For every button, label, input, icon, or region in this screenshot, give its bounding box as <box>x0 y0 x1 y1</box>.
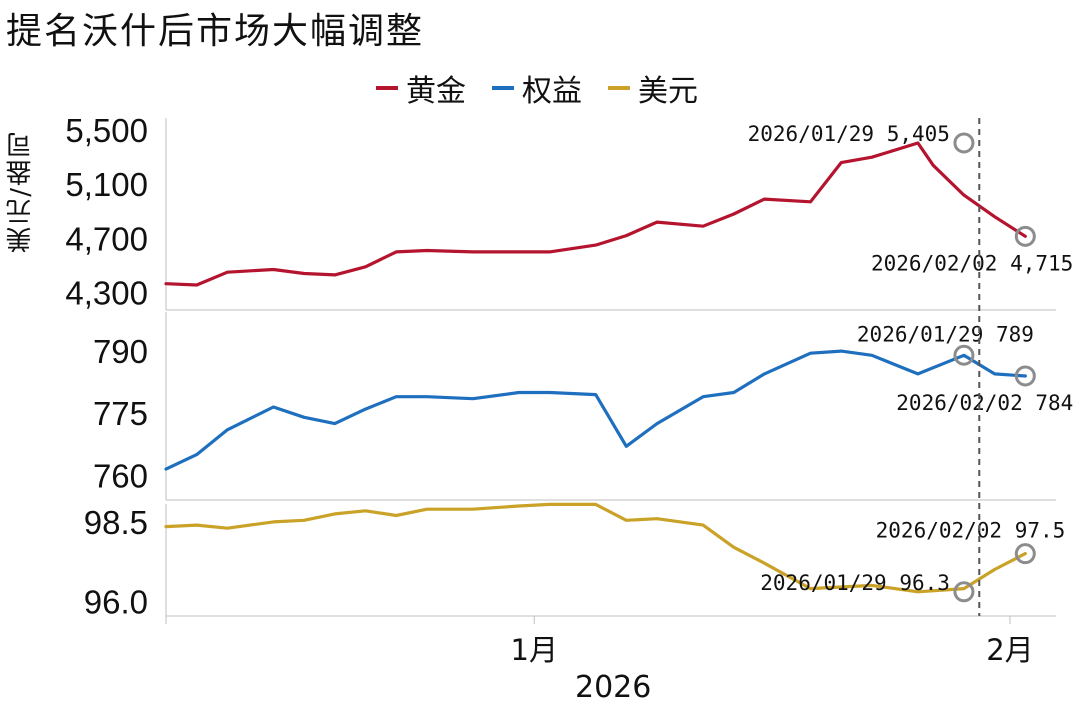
legend-item-gold: 黄金 <box>376 66 466 110</box>
panel-0-annotation-label: 2026/02/02 4,715 <box>871 251 1073 275</box>
panel-2-annotation-label: 2026/02/02 97.5 <box>876 519 1066 543</box>
legend-item-equity: 权益 <box>492 66 582 110</box>
legend-swatch-gold <box>376 86 398 90</box>
legend-label-equity: 权益 <box>522 74 582 109</box>
panel-1-annotation-marker <box>1014 365 1036 387</box>
panel-0-ytick-label: 5,500 <box>65 112 148 149</box>
panel-1-series-line <box>164 349 1027 471</box>
panel-2-annotation-label: 2026/01/29 96.3 <box>760 571 950 595</box>
panel-1-annotation-label: 2026/02/02 784 <box>896 391 1073 415</box>
chart-title: 提名沃什后市场大幅调整 <box>6 11 425 52</box>
legend-label-gold: 黄金 <box>406 74 466 109</box>
panel-0-annotation-marker <box>953 132 975 154</box>
panel-2-ytick-label: 98.5 <box>84 504 148 541</box>
panel-1-ytick-label: 790 <box>93 333 148 370</box>
panel-0-ytick-label: 4,700 <box>65 220 148 257</box>
legend-label-usd: 美元 <box>638 74 698 109</box>
legend-swatch-equity <box>492 86 514 90</box>
legend: 黄金 权益 美元 <box>376 66 698 110</box>
x-tick-label: 1月 <box>511 633 558 667</box>
panel-1-annotation-label: 2026/01/29 789 <box>857 322 1034 346</box>
panel-0-ytick-label: 4,300 <box>65 274 148 311</box>
panel-2-series-line <box>164 502 1027 594</box>
panel-0-annotation-marker <box>1014 225 1036 247</box>
panel-2-ytick-label: 96.0 <box>84 583 148 620</box>
panel-2-annotation-marker <box>953 581 975 603</box>
panel-0-ytick-label: 5,100 <box>65 166 148 203</box>
panel-2-annotation-marker <box>1014 543 1036 565</box>
panel-0-series-line <box>164 141 1027 287</box>
panel-0-annotation-label: 2026/01/29 5,405 <box>748 122 950 146</box>
legend-swatch-usd <box>608 86 630 90</box>
panel-1-annotation-marker <box>953 344 975 366</box>
x-tick-label: 2月 <box>986 633 1033 667</box>
panel-1-ytick-label: 760 <box>93 457 148 494</box>
x-axis-year-label: 2026 <box>575 670 652 705</box>
panel-1-ytick-label: 775 <box>93 395 148 432</box>
legend-item-usd: 美元 <box>608 66 698 110</box>
